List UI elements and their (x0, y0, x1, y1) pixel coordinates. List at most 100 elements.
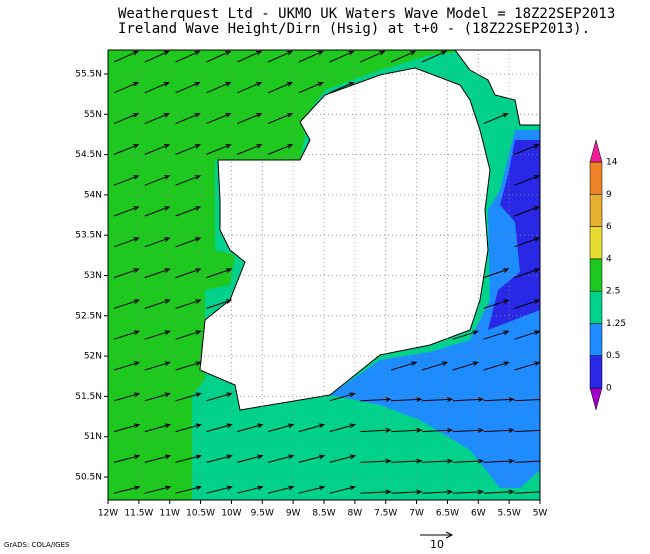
x-tick-label: 8.5W (312, 509, 335, 519)
wave-arrow (113, 454, 141, 463)
x-tick-label: 5W (533, 509, 548, 519)
wave-arrow (421, 489, 454, 495)
wave-arrow (206, 299, 233, 309)
wave-arrow (144, 50, 170, 63)
wave-arrow (175, 206, 202, 217)
x-tick-label: 7W (409, 509, 424, 519)
colorbar-segment (589, 323, 603, 356)
wave-arrow (514, 299, 540, 309)
wave-arrow (236, 50, 263, 63)
wave-arrow (391, 361, 418, 371)
wave-arrow (237, 82, 263, 94)
sea-darkblue (488, 140, 540, 330)
wave-arrow (113, 423, 141, 433)
x-tick-label: 8W (348, 509, 363, 519)
wave-arrow (113, 144, 140, 155)
colorbar-over (589, 139, 603, 163)
colorbar-label: 14 (606, 158, 618, 168)
wave-arrow (206, 392, 233, 402)
wave-arrow (514, 268, 540, 279)
y-tick-label: 51.5N (75, 392, 102, 402)
wave-arrow (421, 458, 454, 464)
wave-arrow (206, 423, 233, 433)
wave-arrow (175, 237, 202, 248)
x-tick-label: 11.5W (124, 509, 153, 519)
wave-arrow (267, 423, 295, 433)
vector-scale-arrow (420, 531, 454, 539)
y-tick-label: 55N (84, 110, 102, 120)
wave-arrow (514, 144, 540, 155)
wave-arrow (329, 50, 355, 63)
wave-arrow (360, 458, 392, 464)
wave-arrow (483, 299, 510, 309)
wave-arrow (514, 458, 540, 464)
land-ireland (199, 67, 491, 411)
wave-arrow (267, 82, 294, 94)
wave-arrow (267, 485, 295, 494)
wave-arrow (329, 454, 356, 463)
wave-arrow (391, 489, 423, 495)
y-tick-label: 50.5N (75, 473, 102, 483)
wave-arrow (483, 458, 515, 464)
wave-arrow (144, 485, 172, 494)
wave-arrow (175, 392, 202, 402)
wave-arrow (514, 330, 540, 340)
wave-arrow (144, 113, 170, 125)
colorbar-segment (589, 161, 603, 195)
wave-arrow (452, 489, 485, 495)
wave-arrow (144, 392, 171, 402)
wave-arrow (329, 82, 355, 94)
colorbar-segment (589, 194, 603, 227)
wave-arrow (391, 427, 423, 433)
colorbar-label: 9 (606, 190, 612, 200)
wave-arrow (144, 268, 171, 279)
wave-arrow (175, 454, 202, 463)
wave-arrow (298, 50, 324, 63)
wave-arrow (206, 82, 232, 94)
wave-arrow (483, 330, 510, 340)
sea-lightblue (330, 130, 540, 488)
wave-arrow (175, 144, 201, 155)
wave-arrow (452, 330, 479, 340)
wave-arrow (206, 454, 233, 463)
wave-arrow (360, 427, 392, 433)
footer: GrADS: COLA/IGES (4, 541, 70, 549)
wave-arrow (113, 485, 141, 494)
colorbar-segment (589, 355, 603, 389)
wave-arrow (483, 489, 515, 495)
wave-arrow (267, 113, 294, 125)
wave-arrow (175, 82, 201, 94)
x-tick-label: 5.5W (498, 509, 521, 519)
title-line-1: Weatherquest Ltd - UKMO UK Waters Wave M… (118, 6, 615, 22)
wave-arrow (329, 485, 357, 494)
x-tick-label: 6W (471, 509, 486, 519)
wave-arrow (175, 361, 202, 371)
wave-vectors (113, 50, 540, 495)
wave-arrow (144, 82, 170, 94)
wave-arrow (237, 423, 264, 433)
wave-arrow (421, 50, 447, 63)
y-tick-label: 54.5N (75, 150, 102, 160)
wave-arrow (113, 206, 140, 217)
wave-arrow (390, 50, 417, 63)
wave-arrow (113, 268, 140, 279)
wave-arrow (144, 361, 171, 371)
colorbar-label: 6 (606, 222, 612, 232)
x-tick-label: 9W (286, 509, 301, 519)
wave-arrow (483, 268, 510, 279)
wave-arrow (298, 485, 326, 494)
wave-arrow (421, 427, 454, 433)
colorbar-segment (589, 226, 603, 260)
wave-arrow (175, 50, 201, 63)
wave-arrow (113, 113, 140, 125)
wave-arrow (113, 299, 140, 309)
wave-arrow (514, 427, 540, 433)
axis-ticks: 12W 11.5W 11W 10.5W 10W 9.5W 9W 8.5W 8W 7.5W 7W 6.5… (75, 70, 547, 519)
wave-arrow (360, 397, 392, 402)
wave-arrow (144, 330, 171, 340)
vector-scale-label: 10 (430, 538, 444, 550)
colorbar: 0 0.5 1.25 2.5 4 6 9 14 (589, 139, 626, 411)
wave-arrow (206, 485, 233, 494)
